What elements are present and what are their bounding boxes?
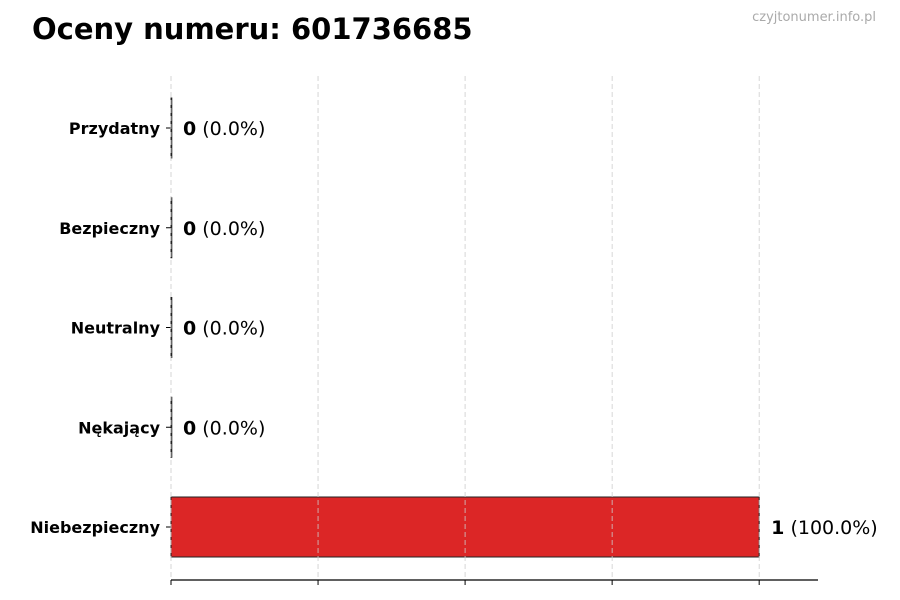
category-label: Niebezpieczny [30, 518, 160, 537]
data-label: 0 (0.0%) [183, 218, 265, 240]
category-label: Przydatny [69, 119, 161, 138]
data-label: 0 (0.0%) [183, 417, 265, 439]
data-label: 1 (100.0%) [771, 517, 878, 539]
category-label: Bezpieczny [59, 219, 160, 238]
watermark: czyjtonumer.info.pl [752, 10, 876, 25]
category-label: Neutralny [71, 319, 161, 338]
data-label: 0 (0.0%) [183, 318, 265, 340]
category-label: Nękający [78, 418, 160, 437]
chart-title: Oceny numeru: 601736685 [32, 12, 473, 46]
data-label: 0 (0.0%) [183, 118, 265, 140]
